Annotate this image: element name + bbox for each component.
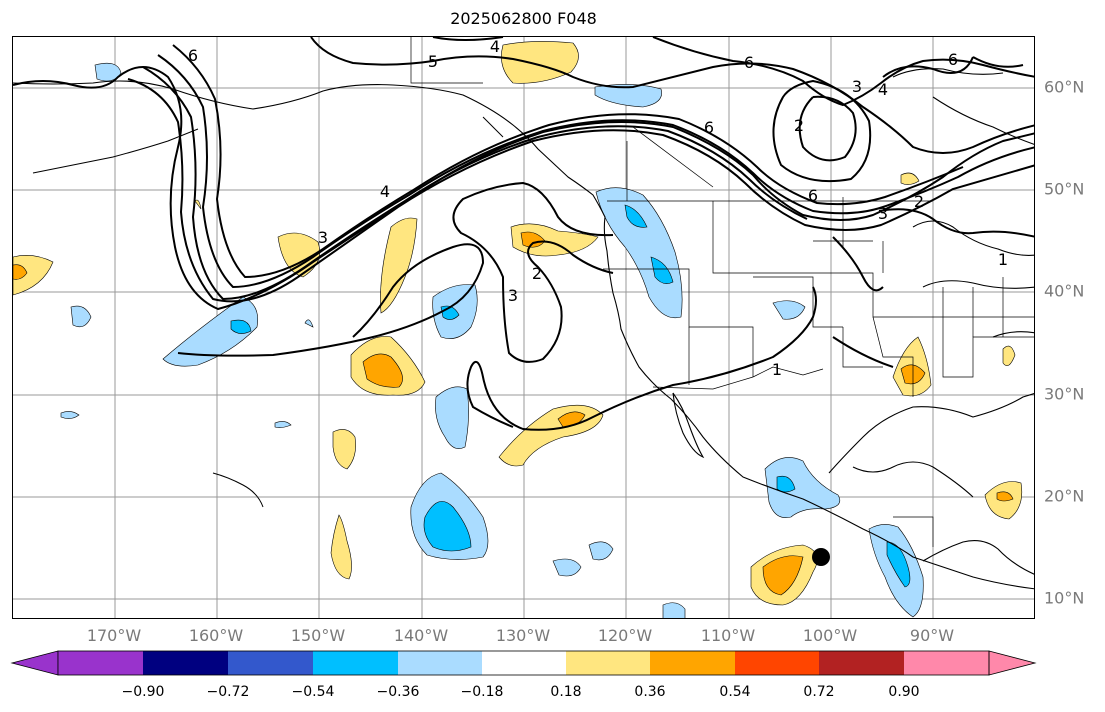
contour-label: 4: [380, 182, 390, 201]
location-marker: [812, 548, 830, 566]
contour-label: 4: [490, 37, 500, 56]
contour-label: 3: [852, 77, 862, 96]
colorbar-segment: [228, 651, 313, 675]
gridlines: [13, 37, 1034, 618]
positive-shading: [13, 41, 1023, 606]
colorbar-tick: 0.72: [803, 684, 835, 700]
colorbar-segment: [735, 651, 819, 675]
contour-label: 6: [808, 186, 818, 205]
map-canvas: 4 5 6 6 3 4 6 2 6 3 2 4 3 2 3 1 1 6: [13, 37, 1034, 618]
colorbar-tick: −0.72: [206, 684, 250, 700]
colorbar-segment: [482, 651, 566, 675]
colorbar-extend-high: [988, 650, 1037, 676]
contour-lines: [13, 37, 1034, 431]
contour-label: 1: [998, 250, 1008, 269]
contour-label: 4: [878, 80, 888, 99]
contour-label: 3: [878, 204, 888, 223]
colorbar-segment: [398, 651, 482, 675]
negative-shading: [60, 62, 924, 618]
colorbar-segment: [566, 651, 650, 675]
lon-label: 120°W: [597, 626, 653, 645]
contour-label: 6: [744, 53, 754, 72]
contour-label: 2: [914, 192, 924, 211]
lon-label: 160°W: [188, 626, 244, 645]
contour-label: 6: [188, 46, 198, 65]
colorbar-tick: −0.18: [460, 684, 504, 700]
contour-label: 3: [508, 286, 518, 305]
colorbar-segment: [819, 651, 904, 675]
colorbar-tick: −0.54: [291, 684, 335, 700]
contour-label: 2: [532, 264, 542, 283]
contour-value-labels: 4 5 6 6 3 4 6 2 6 3 2 4 3 2 3 1 1 6: [188, 37, 1008, 379]
map-panel: 4 5 6 6 3 4 6 2 6 3 2 4 3 2 3 1 1 6: [12, 36, 1035, 619]
colorbar-segment: [313, 651, 398, 675]
lat-label: 50°N: [1044, 179, 1085, 199]
colorbar: [10, 650, 1037, 676]
borders: [410, 37, 1034, 547]
colorbar-tick: 0.90: [888, 684, 920, 700]
contour-label: 3: [318, 228, 328, 247]
lat-label: 30°N: [1044, 384, 1085, 404]
colorbar-segment: [58, 651, 143, 675]
colorbar-segment: [650, 651, 735, 675]
colorbar-segment: [143, 651, 228, 675]
colorbar-segment: [904, 651, 989, 675]
lon-label: 150°W: [290, 626, 346, 645]
contour-label: 6: [948, 50, 958, 69]
lat-label: 20°N: [1044, 486, 1085, 506]
colorbar-tick: 0.18: [550, 684, 582, 700]
colorbar-tick: −0.90: [121, 684, 165, 700]
map-title: 2025062800 F048: [450, 9, 597, 28]
lat-label: 60°N: [1044, 77, 1085, 97]
contour-label: 1: [772, 360, 782, 379]
lon-label: 140°W: [393, 626, 449, 645]
colorbar-tick: 0.54: [719, 684, 751, 700]
lon-label: 170°W: [86, 626, 142, 645]
islands: [32, 116, 504, 508]
lon-label: 100°W: [802, 626, 858, 645]
contour-label: 5: [428, 52, 438, 71]
coastlines: [13, 68, 1034, 590]
lat-label: 40°N: [1044, 281, 1085, 301]
lon-label: 130°W: [495, 626, 551, 645]
colorbar-tick: −0.36: [376, 684, 420, 700]
colorbar-tick: 0.36: [634, 684, 666, 700]
contour-label: 6: [704, 118, 714, 137]
contour-label: 2: [794, 116, 804, 135]
lon-label: 110°W: [700, 626, 756, 645]
lon-label: 90°W: [909, 626, 955, 645]
lat-label: 10°N: [1044, 588, 1085, 608]
colorbar-extend-low: [10, 650, 59, 676]
